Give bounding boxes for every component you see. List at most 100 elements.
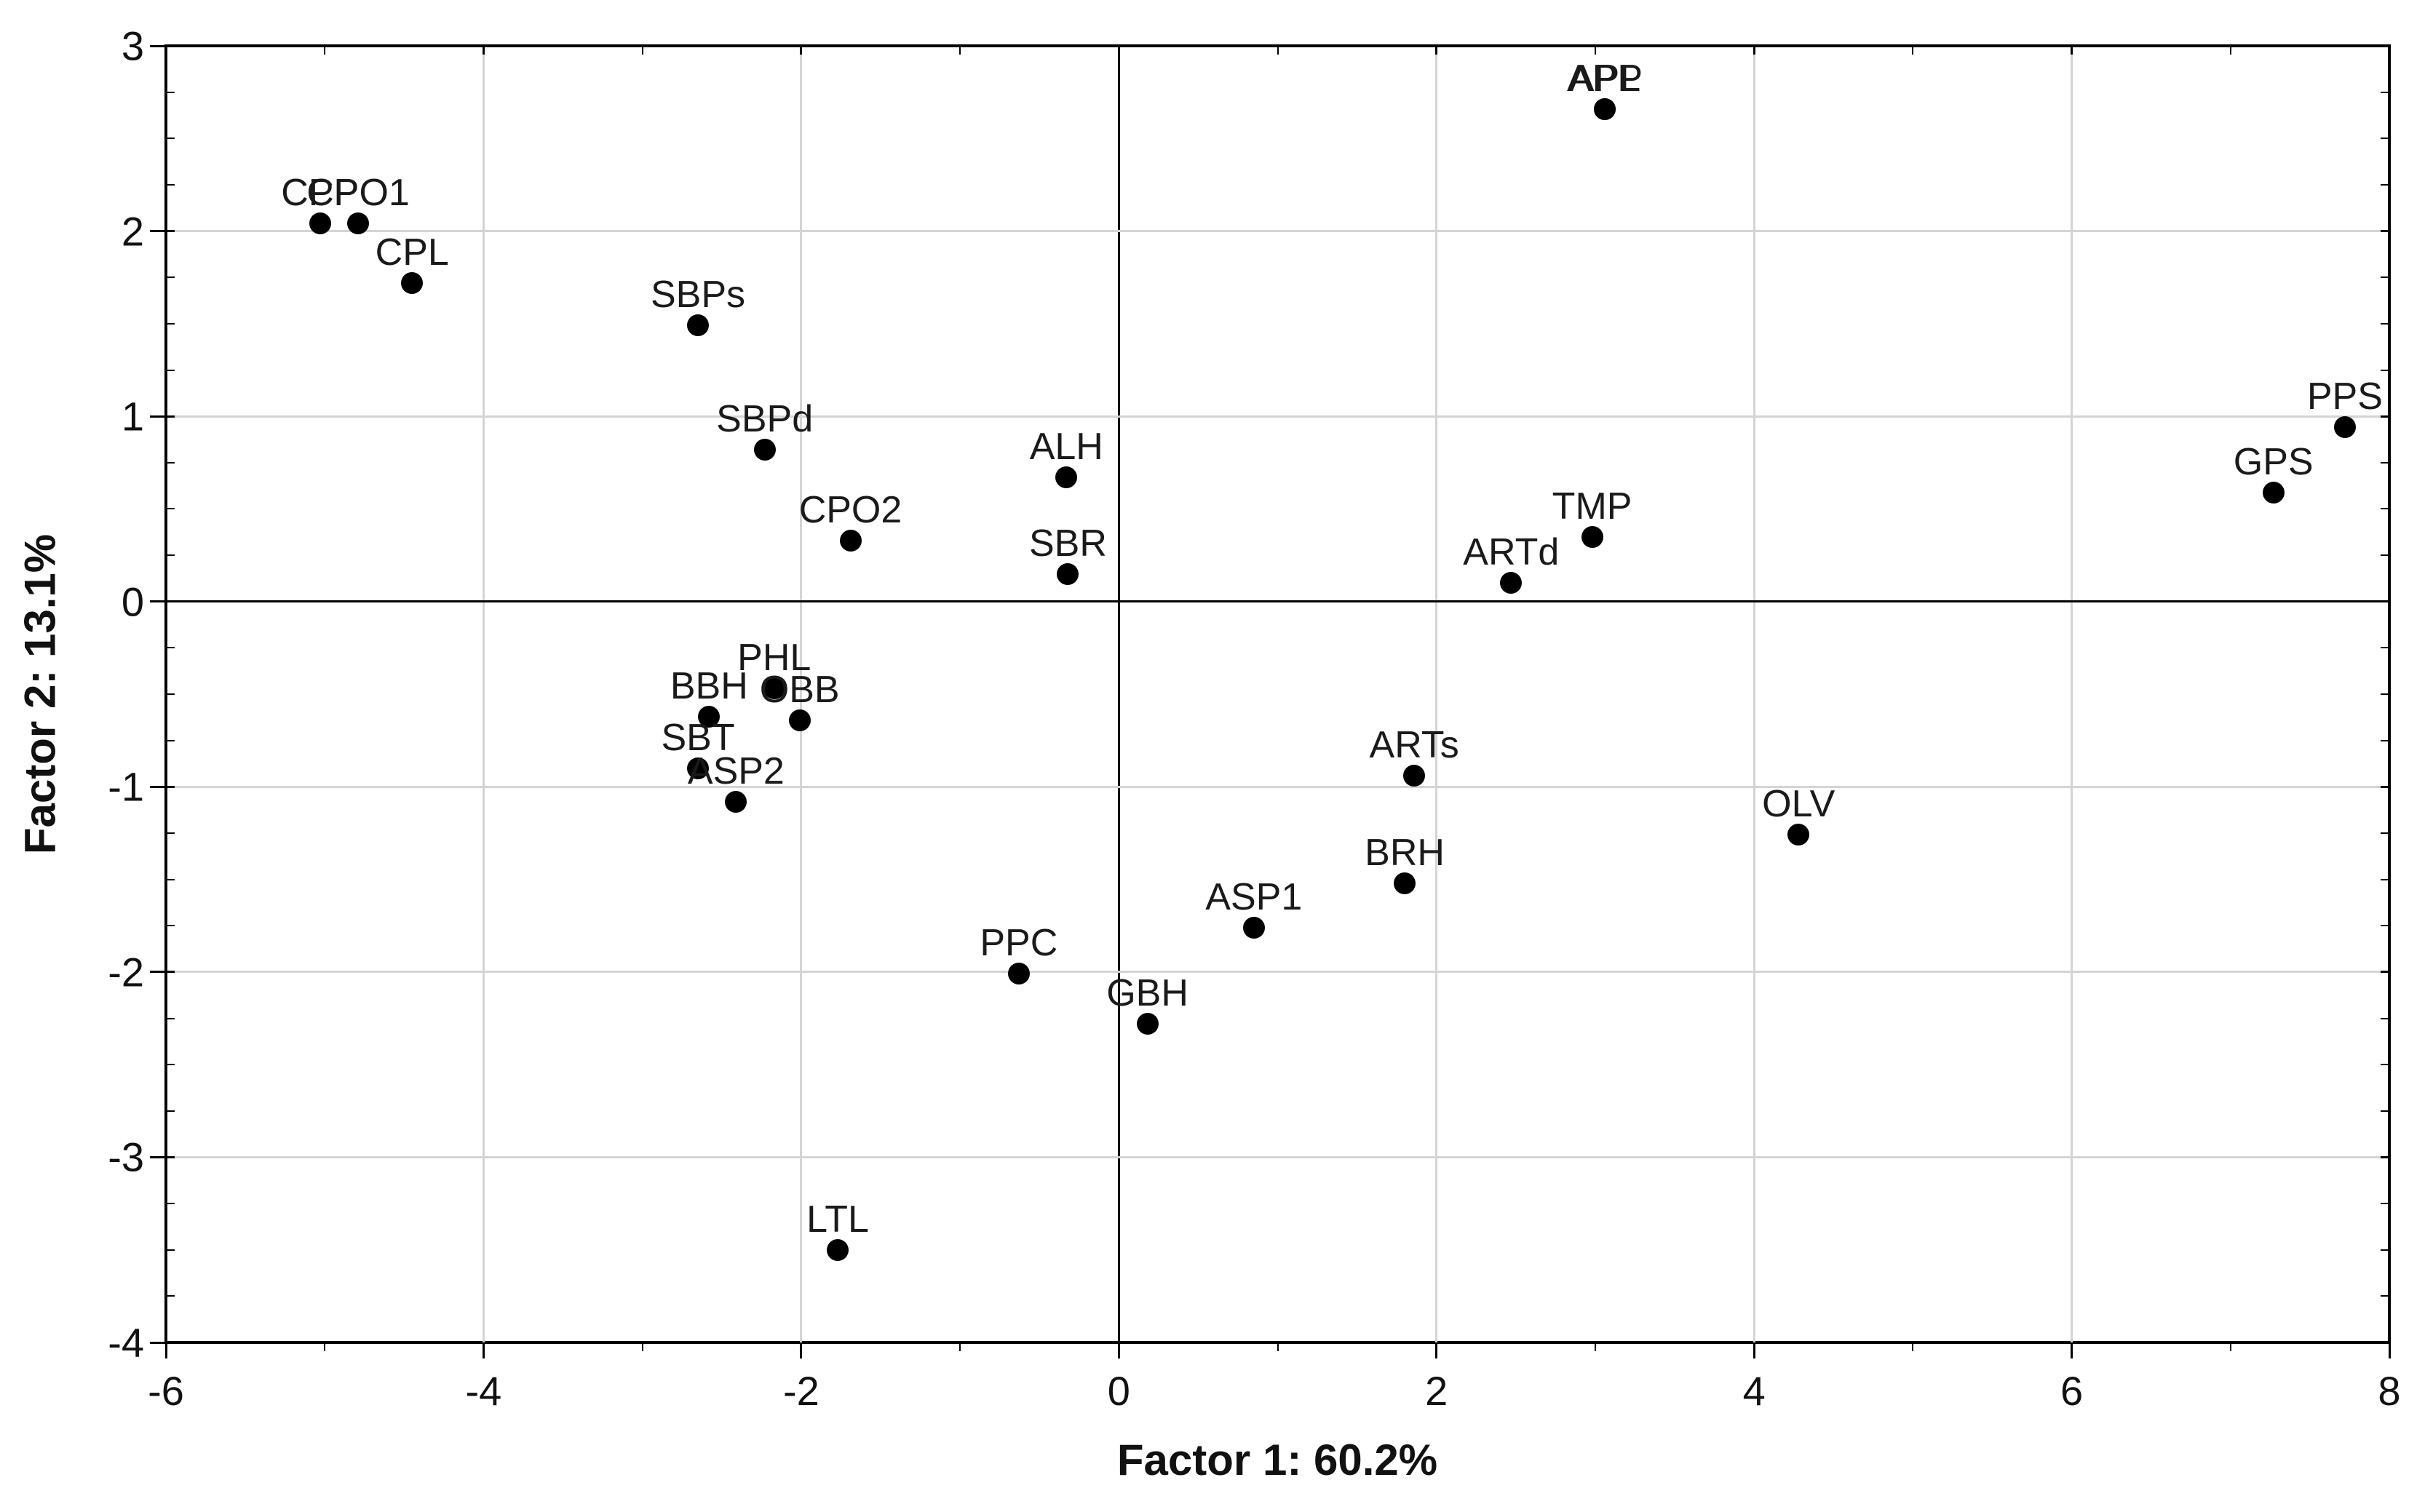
point-label: BRH — [1365, 831, 1445, 874]
data-point — [753, 438, 776, 461]
x-major-tick — [482, 1342, 485, 1358]
gridline-y — [166, 230, 2389, 233]
data-point — [1007, 963, 1030, 985]
y-minor-tick — [2381, 1110, 2389, 1112]
x-tick-label: 6 — [2060, 1368, 2084, 1414]
data-point — [1581, 525, 1603, 548]
point-label: ASP1 — [1205, 875, 1303, 918]
x-tick-label: 2 — [1425, 1368, 1448, 1414]
point-label: SBPs — [650, 274, 746, 317]
gridline-x — [2071, 46, 2073, 1342]
y-minor-tick — [166, 878, 175, 880]
y-major-tick-inside — [2381, 600, 2389, 603]
y-tick-label: -4 — [108, 1319, 144, 1366]
y-minor-tick — [166, 508, 175, 510]
data-point — [687, 757, 710, 779]
y-major-tick — [150, 600, 166, 603]
x-minor-tick — [2229, 1342, 2231, 1351]
y-tick-label: 0 — [121, 578, 144, 625]
data-point — [401, 271, 424, 294]
data-point — [309, 212, 331, 235]
y-major-tick — [150, 1341, 166, 1344]
x-zero-line — [1117, 46, 1120, 1342]
y-tick-label: -3 — [108, 1134, 144, 1180]
data-point — [687, 314, 710, 337]
y-minor-tick — [2381, 508, 2389, 510]
point-label: ARTd — [1463, 531, 1560, 574]
x-major-tick-inside — [482, 46, 485, 55]
y-minor-tick — [166, 1017, 175, 1019]
point-label: LTL — [806, 1198, 869, 1241]
y-minor-tick — [2381, 1249, 2389, 1251]
data-point — [1242, 916, 1265, 939]
x-axis-title: Factor 1: 60.2% — [1116, 1436, 1438, 1484]
y-major-tick — [150, 1155, 166, 1158]
y-tick-label: 1 — [121, 393, 144, 439]
data-point — [698, 705, 721, 728]
data-point — [1594, 98, 1616, 120]
y-tick-label: -2 — [108, 949, 144, 995]
y-minor-tick — [2381, 554, 2389, 557]
x-minor-tick — [324, 46, 326, 55]
x-minor-tick — [1912, 1342, 1914, 1351]
point-label: ARTs — [1369, 724, 1459, 766]
x-minor-tick — [641, 46, 643, 55]
point-label: CPO2 — [798, 488, 902, 531]
data-point — [827, 1238, 849, 1261]
y-minor-tick — [2381, 1295, 2389, 1297]
x-major-tick — [1435, 1342, 1438, 1358]
point-label: APL — [1568, 57, 1641, 100]
x-tick-label: 8 — [2378, 1368, 2401, 1414]
y-major-tick-inside — [2381, 230, 2389, 233]
y-minor-tick — [166, 1203, 175, 1205]
y-minor-tick — [166, 1295, 175, 1297]
y-minor-tick — [166, 832, 175, 834]
y-minor-tick — [166, 925, 175, 927]
y-tick-label: -1 — [108, 763, 144, 810]
y-major-tick — [150, 44, 166, 47]
x-minor-tick — [324, 1342, 326, 1351]
data-point — [1500, 572, 1523, 594]
point-label: GBH — [1106, 972, 1188, 1015]
x-tick-label: -4 — [465, 1368, 502, 1414]
y-minor-tick — [2381, 183, 2389, 186]
data-point — [1136, 1013, 1159, 1035]
data-point — [1394, 872, 1416, 894]
y-minor-tick — [2381, 832, 2389, 834]
y-major-tick-inside — [2381, 785, 2389, 788]
x-major-tick — [800, 1342, 803, 1358]
x-tick-label: -6 — [148, 1368, 184, 1414]
y-minor-tick — [2381, 138, 2389, 140]
y-major-tick-inside — [166, 971, 175, 974]
y-minor-tick — [166, 138, 175, 140]
gridline-y — [166, 1155, 2389, 1158]
y-minor-tick — [166, 322, 175, 325]
y-major-tick — [150, 415, 166, 418]
point-label: SBR — [1028, 522, 1107, 565]
y-major-tick — [150, 971, 166, 974]
y-minor-tick — [2381, 369, 2389, 371]
gridline-y — [166, 415, 2389, 418]
x-minor-tick — [959, 46, 961, 55]
y-minor-tick — [2381, 693, 2389, 695]
y-minor-tick — [166, 461, 175, 463]
x-major-tick-inside — [800, 46, 803, 55]
y-minor-tick — [2381, 1203, 2389, 1205]
y-minor-tick — [166, 1249, 175, 1251]
data-point — [347, 212, 370, 235]
x-minor-tick — [1277, 46, 1279, 55]
gridline-x — [1435, 46, 1438, 1342]
y-major-tick-inside — [166, 785, 175, 788]
y-minor-tick — [2381, 1017, 2389, 1019]
y-minor-tick — [2381, 878, 2389, 880]
y-major-tick-inside — [2381, 1341, 2389, 1344]
y-minor-tick — [2381, 1064, 2389, 1066]
x-major-tick — [1753, 1342, 1755, 1358]
y-minor-tick — [166, 647, 175, 649]
x-major-tick — [2071, 1342, 2073, 1358]
y-minor-tick — [2381, 91, 2389, 93]
y-major-tick-inside — [166, 415, 175, 418]
y-minor-tick — [166, 693, 175, 695]
point-label: SBT — [661, 716, 735, 759]
y-minor-tick — [166, 1064, 175, 1066]
